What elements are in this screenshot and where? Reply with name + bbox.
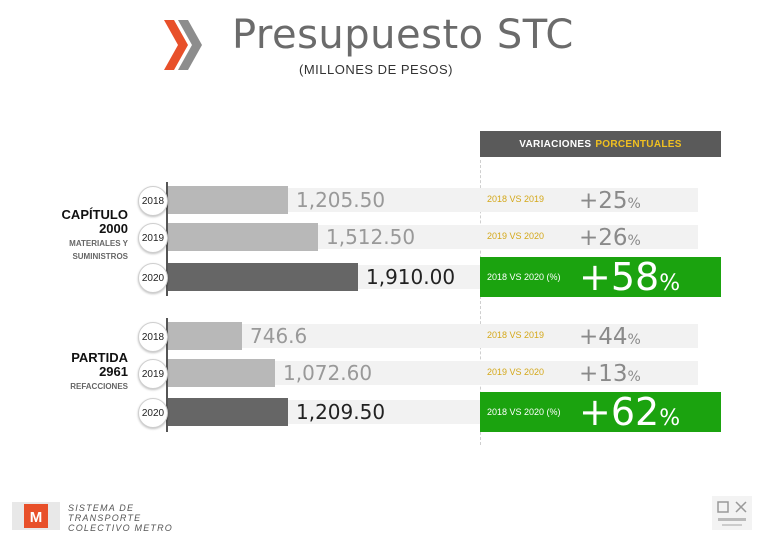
- highlight-box: [480, 392, 721, 432]
- group-sub-line: SUMINISTROS: [72, 252, 128, 261]
- government-emblem-icon: [712, 496, 752, 530]
- group-name-line: PARTIDA: [71, 350, 128, 365]
- highlight-box: [480, 257, 721, 297]
- variation-value: +13%: [579, 361, 641, 387]
- variation-value: +26%: [579, 225, 641, 251]
- variation-number: +26: [579, 225, 628, 251]
- page-title: Presupuesto STC: [232, 12, 574, 58]
- group-name-line: 2961: [99, 364, 128, 379]
- group-label: PARTIDA 2961 REFACCIONES: [70, 351, 128, 392]
- variations-header-label: VARIACIONES: [519, 138, 592, 150]
- year-badge: 2019: [138, 359, 168, 389]
- year-badge: 2018: [138, 322, 168, 352]
- row-band: [168, 324, 698, 348]
- bar-value-label: 1,910.00: [366, 265, 456, 289]
- year-badge: 2019: [138, 223, 168, 253]
- variation-unit: %: [627, 233, 641, 249]
- divider: [480, 160, 481, 445]
- bar-2019: [168, 359, 275, 387]
- bar-2018: [168, 186, 288, 214]
- bar-value-label: 1,512.50: [326, 225, 416, 249]
- variation-label: 2019 VS 2020: [487, 231, 545, 241]
- variation-number: +58: [579, 255, 660, 299]
- variation-value: +62%: [579, 390, 680, 434]
- bar-2018: [168, 322, 242, 350]
- bar-2020: [168, 263, 358, 291]
- bar-value-label: 1,205.50: [296, 188, 386, 212]
- variation-value: +44%: [579, 324, 641, 350]
- variation-value: +25%: [579, 188, 641, 214]
- metro-logo: M: [12, 502, 60, 530]
- group-name-line: 2000: [99, 221, 128, 236]
- bar-value-label: 1,072.60: [283, 361, 373, 385]
- org-name-line: TRANSPORTE: [68, 513, 142, 523]
- chevrons-icon: [164, 20, 202, 70]
- variation-unit: %: [627, 369, 641, 385]
- variations-header: VARIACIONES PORCENTUALES: [480, 131, 721, 157]
- variation-label: 2019 VS 2020: [487, 367, 545, 377]
- org-name-line: SISTEMA DE: [68, 503, 135, 513]
- variation-unit: %: [627, 332, 641, 348]
- bar-value-label: 746.6: [250, 324, 308, 348]
- variation-value: +58%: [579, 255, 680, 299]
- group-sub-line: MATERIALES Y: [69, 239, 128, 248]
- variation-label: 2018 VS 2019: [487, 330, 545, 340]
- variations-header-accent: PORCENTUALES: [595, 138, 682, 150]
- org-name-line: COLECTIVO METRO: [68, 523, 174, 533]
- variation-unit: %: [627, 196, 641, 212]
- bar-2020: [168, 398, 288, 426]
- variation-unit: %: [659, 271, 681, 296]
- group-name-line: CAPÍTULO: [61, 207, 128, 222]
- bar-2019: [168, 223, 318, 251]
- org-name: SISTEMA DE TRANSPORTE COLECTIVO METRO: [68, 503, 173, 533]
- page-subtitle: (MILLONES DE PESOS): [299, 62, 453, 77]
- logo-letter: M: [30, 509, 43, 526]
- year-badge: 2020: [138, 398, 168, 428]
- variation-number: +25: [579, 188, 628, 214]
- variation-unit: %: [659, 406, 681, 431]
- variation-label: 2018 VS 2020 (%): [487, 407, 561, 417]
- variation-label: 2018 VS 2019: [487, 194, 545, 204]
- bar-value-label: 1,209.50: [296, 400, 386, 424]
- variation-label: 2018 VS 2020 (%): [487, 272, 561, 282]
- variation-number: +13: [579, 361, 628, 387]
- variation-number: +62: [579, 390, 660, 434]
- year-badge: 2018: [138, 186, 168, 216]
- variation-number: +44: [579, 324, 628, 350]
- group-sub-line: REFACCIONES: [70, 382, 128, 391]
- year-badge: 2020: [138, 263, 168, 293]
- group-label: CAPÍTULO 2000 MATERIALES Y SUMINISTROS: [62, 208, 128, 262]
